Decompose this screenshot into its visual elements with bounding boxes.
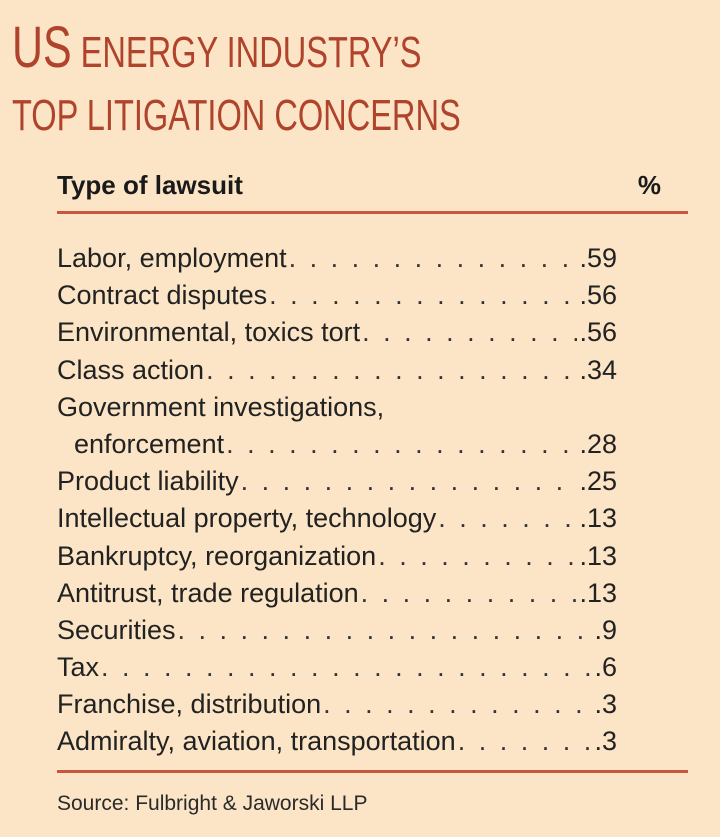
row-label: Franchise, distribution (57, 689, 322, 720)
header-rule (57, 211, 688, 214)
dot-leader: . . . . . . . . . . . . . . . . . . . . … (226, 428, 577, 459)
row-value: .13 (579, 503, 617, 534)
column-header-type: Type of lawsuit (57, 170, 243, 200)
table-row: Intellectual property, technology . . . … (57, 500, 617, 537)
table-row: Admiralty, aviation, transportation . . … (57, 723, 617, 760)
dot-leader: . . . . . . . . . . . . . . . . . . . . … (323, 689, 592, 720)
table-row-label-line: Government investigations, (57, 389, 617, 426)
title-line-2: TOP LITIGATION CONCERNS (12, 91, 461, 140)
dot-leader: . . . . . . . . . . . . . . . . . . . . … (378, 540, 578, 571)
table-row: Securities . . . . . . . . . . . . . . .… (57, 612, 617, 649)
row-value: .13 (579, 540, 617, 571)
row-label: Environmental, toxics tort (57, 317, 361, 348)
row-label: Intellectual property, technology (57, 503, 437, 534)
row-value: .56 (579, 280, 617, 311)
dot-leader: . . . . . . . . . . . . . . . . . . . . … (438, 503, 577, 534)
table-row: Antitrust, trade regulation . . . . . . … (57, 575, 617, 612)
table-body: Labor, employment . . . . . . . . . . . … (57, 240, 617, 761)
dot-leader: . . . . . . . . . . . . . . . . . . . . … (177, 614, 593, 645)
dot-leader: . . . . . . . . . . . . . . . . . . . . … (362, 317, 577, 348)
table-row: Franchise, distribution . . . . . . . . … (57, 686, 617, 723)
row-value: .3 (594, 726, 617, 757)
row-label: Tax (57, 652, 100, 683)
footer-rule (57, 770, 688, 773)
row-value: .6 (594, 652, 617, 683)
row-value: .34 (579, 354, 617, 385)
table-row: Contract disputes . . . . . . . . . . . … (57, 277, 617, 314)
dot-leader: . . . . . . . . . . . . . . . . . . . . … (240, 466, 578, 497)
table-row: Class action . . . . . . . . . . . . . .… (57, 352, 617, 389)
dot-leader: . . . . . . . . . . . . . . . . . . . . … (101, 652, 592, 683)
table-row: enforcement . . . . . . . . . . . . . . … (57, 426, 617, 463)
row-label: Admiralty, aviation, transportation (57, 726, 456, 757)
title-us: US (12, 15, 72, 80)
figure-title: US ENERGY INDUSTRY’S TOP LITIGATION CONC… (12, 14, 530, 150)
row-value: .28 (579, 428, 617, 459)
row-label: Antitrust, trade regulation (57, 577, 359, 608)
table-row: Product liability . . . . . . . . . . . … (57, 463, 617, 500)
row-label: enforcement (74, 428, 225, 459)
source-note: Source: Fulbright & Jaworski LLP (57, 792, 368, 815)
row-label: Labor, employment (57, 243, 287, 273)
row-value: .56 (579, 317, 617, 348)
table-row: Labor, employment . . . . . . . . . . . … (57, 240, 617, 277)
row-label: Product liability (57, 466, 239, 497)
dot-leader: . . . . . . . . . . . . . . . . . . . . … (457, 726, 593, 757)
row-value: .25 (579, 466, 617, 497)
dot-leader: . . . . . . . . . . . . . . . . . . . . … (288, 243, 578, 273)
row-label: Bankruptcy, reorganization (57, 540, 377, 571)
table-header: Type of lawsuit % (57, 164, 688, 204)
title-line-1: US ENERGY INDUSTRY’S (12, 14, 530, 82)
table-row: Tax . . . . . . . . . . . . . . . . . . … (57, 649, 617, 686)
table-row: Environmental, toxics tort . . . . . . .… (57, 314, 617, 351)
row-value: .3 (594, 689, 617, 720)
row-label: Securities (57, 614, 176, 645)
row-label: Contract disputes (57, 280, 268, 311)
dot-leader: . . . . . . . . . . . . . . . . . . . . … (360, 577, 578, 608)
dot-leader: . . . . . . . . . . . . . . . . . . . . … (206, 354, 577, 385)
row-value: .13 (579, 577, 617, 608)
column-header-percent: % (637, 170, 661, 200)
dot-leader: . . . . . . . . . . . . . . . . . . . . … (269, 280, 577, 311)
row-value: .59 (579, 243, 617, 273)
table-row: Bankruptcy, reorganization . . . . . . .… (57, 538, 617, 575)
row-label: Class action (57, 354, 205, 385)
title-energy-industry: ENERGY INDUSTRY’S (71, 28, 422, 77)
row-value: .9 (594, 614, 617, 645)
row-label: Government investigations, (57, 391, 385, 422)
